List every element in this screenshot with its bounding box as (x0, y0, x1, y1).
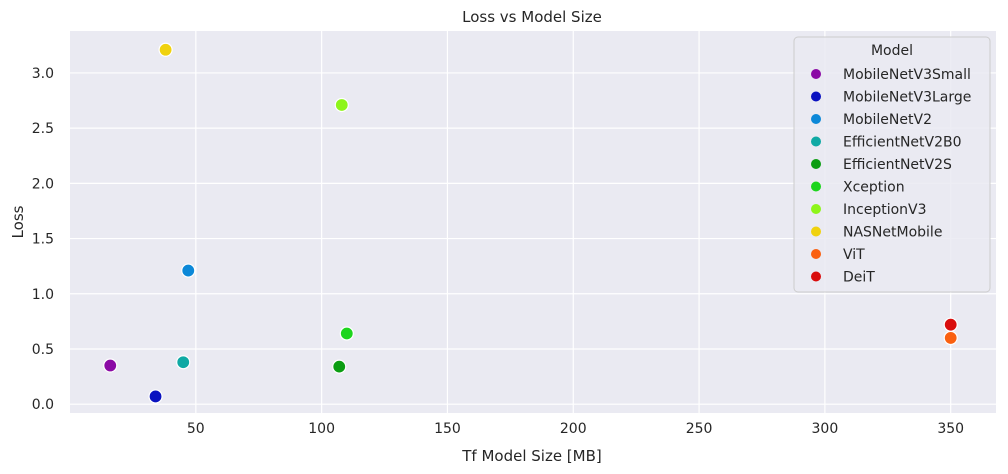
legend-label-vit: ViT (843, 247, 865, 263)
point-mobilenetv3large (148, 389, 163, 404)
scatter-points (103, 42, 958, 404)
x-axis-label: Tf Model Size [MB] (461, 447, 602, 465)
legend-marker-mobilenetv3large (811, 91, 821, 102)
legend-title: Model (871, 43, 913, 59)
y-axis-label: Loss (9, 205, 27, 238)
legend-items: MobileNetV3Small MobileNetV3Large MobileNe… (811, 67, 971, 286)
y-tick-label: 1.5 (32, 232, 54, 248)
y-axis-ticks: 0.0 0.5 1.0 1.5 2.0 2.5 3.0 (32, 66, 54, 413)
legend-label-efficientnetv2b0: EfficientNetV2B0 (843, 135, 962, 151)
legend-label-xception: Xception (843, 180, 905, 196)
legend-label-mobilenetv3small: MobileNetV3Small (843, 67, 971, 83)
y-tick-label: 0.5 (32, 342, 54, 358)
legend-box (793, 36, 991, 293)
legend-label-mobilenetv3large: MobileNetV3Large (843, 90, 971, 106)
x-axis-ticks: 50 100 150 200 250 300 350 (187, 421, 964, 437)
legend-label-deit: DeiT (843, 270, 875, 286)
point-mobilenetv2 (181, 263, 196, 278)
legend-marker-efficientnetv2b0 (811, 136, 821, 147)
y-tick-label: 2.5 (32, 121, 54, 137)
legend-marker-inceptionv3 (811, 204, 821, 214)
point-efficientnetv2b0 (176, 355, 191, 370)
point-vit (943, 330, 958, 346)
legend-marker-nasnetmobile (811, 226, 821, 237)
x-tick-label: 100 (308, 421, 335, 437)
legend: Model MobileNetV3SmallMobileNetV3LargeMo… (793, 36, 991, 293)
legend-marker-efficientnetv2s (811, 159, 821, 169)
legend-marker-deit (811, 271, 821, 282)
x-tick-label: 250 (686, 421, 713, 437)
y-tick-label: 0.0 (32, 397, 54, 413)
x-tick-label: 300 (812, 421, 839, 437)
y-tick-label: 1.0 (32, 287, 54, 303)
point-nasnetmobile (158, 42, 173, 57)
chart-title: Loss vs Model Size (462, 8, 602, 26)
legend-marker-xception (811, 181, 821, 192)
point-mobilenetv3small (103, 358, 118, 373)
x-tick-label: 50 (187, 421, 205, 437)
y-tick-label: 3.0 (32, 66, 54, 82)
point-deit (943, 317, 958, 332)
point-inceptionv3 (334, 97, 349, 113)
y-tick-label: 2.0 (32, 176, 54, 192)
legend-label-mobilenetv2: MobileNetV2 (843, 112, 932, 128)
point-efficientnetv2s (332, 359, 347, 374)
legend-label-nasnetmobile: NASNetMobile (843, 225, 942, 241)
legend-marker-vit (811, 249, 821, 259)
x-tick-label: 150 (434, 421, 461, 437)
x-tick-label: 350 (937, 421, 964, 437)
legend-marker-mobilenetv3small (811, 69, 821, 79)
legend-label-inceptionv3: InceptionV3 (843, 202, 927, 218)
legend-label-efficientnetv2s: EfficientNetV2S (843, 157, 952, 173)
point-xception (339, 326, 354, 341)
legend-marker-mobilenetv2 (811, 114, 821, 124)
x-tick-label: 200 (560, 421, 587, 437)
